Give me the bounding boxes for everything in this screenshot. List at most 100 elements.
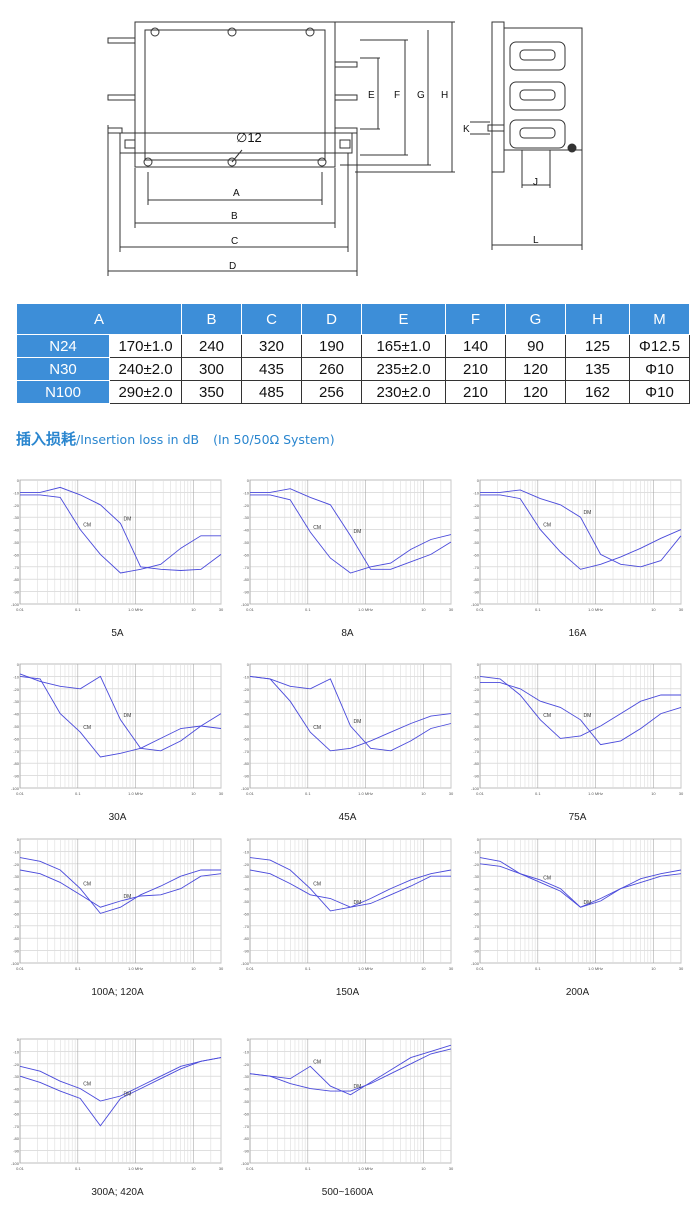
- x-tick-label: 30: [449, 1166, 454, 1171]
- y-tick-label: -10: [243, 490, 250, 495]
- table-cell: Φ10: [629, 380, 690, 404]
- section-system-note: (In 50/50Ω System): [213, 432, 335, 447]
- col-header-f: F: [445, 303, 506, 335]
- y-tick-label: -30: [243, 874, 250, 879]
- dimension-table: A B C D E F G H M N24 170±1.0 240 320 19…: [16, 303, 690, 404]
- y-tick-label: -60: [243, 736, 250, 741]
- y-tick-label: -70: [243, 1124, 250, 1129]
- series-label: DM: [124, 1092, 132, 1098]
- y-tick-label: -20: [13, 503, 20, 508]
- y-tick-label: -30: [13, 1074, 20, 1079]
- table-cell: 190: [301, 334, 362, 358]
- table-cell: 320: [241, 334, 302, 358]
- y-tick-label: -20: [473, 687, 480, 692]
- x-tick-label: 10: [651, 966, 656, 971]
- y-tick-label: -40: [243, 528, 250, 533]
- y-tick-label: -70: [243, 749, 250, 754]
- y-tick-label: 0: [247, 837, 250, 842]
- y-tick-label: -30: [13, 874, 20, 879]
- dim-label-e: E: [368, 90, 375, 101]
- table-cell: 300: [181, 357, 242, 381]
- table-row: N24 170±1.0 240 320 190 165±1.0 140 90 1…: [16, 334, 690, 358]
- x-tick-label: 0.01: [16, 791, 25, 796]
- series-label: DM: [584, 713, 592, 719]
- col-header-b: B: [181, 303, 242, 335]
- x-tick-label: 0.01: [16, 1166, 25, 1171]
- y-tick-label: 0: [477, 478, 480, 483]
- x-tick-label: 1.0 MHz: [128, 1166, 143, 1171]
- y-tick-label: -100: [241, 961, 250, 966]
- table-cell: 435: [241, 357, 302, 381]
- y-tick-label: -90: [473, 774, 480, 779]
- y-tick-label: -90: [473, 590, 480, 595]
- x-tick-label: 30: [679, 791, 684, 796]
- table-cell: 260: [301, 357, 362, 381]
- x-tick-label: 30: [219, 966, 224, 971]
- y-tick-label: 0: [247, 478, 250, 483]
- hole-label: ∅12: [236, 130, 262, 145]
- y-tick-label: -70: [243, 565, 250, 570]
- x-tick-label: 1.0 MHz: [128, 966, 143, 971]
- dim-label-k: K: [463, 124, 470, 135]
- x-tick-label: 30: [449, 966, 454, 971]
- y-tick-label: -90: [243, 590, 250, 595]
- y-tick-label: -30: [243, 699, 250, 704]
- table-cell: 485: [241, 380, 302, 404]
- y-tick-label: -30: [13, 699, 20, 704]
- y-tick-label: 0: [17, 1037, 20, 1042]
- series-label: DM: [354, 1084, 362, 1090]
- table-cell: 240±2.0: [109, 357, 182, 381]
- y-tick-label: -100: [11, 786, 20, 791]
- x-tick-label: 1.0 MHz: [358, 1166, 373, 1171]
- y-tick-label: -50: [243, 724, 250, 729]
- y-tick-label: -60: [13, 736, 20, 741]
- chart-caption: 75A: [568, 812, 587, 823]
- y-tick-label: -10: [13, 1049, 20, 1054]
- table-cell: 350: [181, 380, 242, 404]
- y-tick-label: -40: [243, 1087, 250, 1092]
- dim-label-a: A: [233, 188, 240, 199]
- y-tick-label: -80: [13, 1136, 20, 1141]
- y-tick-label: -30: [473, 515, 480, 520]
- y-tick-label: -20: [13, 862, 20, 867]
- table-row: N100 290±2.0 350 485 256 230±2.0 210 120…: [16, 380, 690, 404]
- table-header-row: A B C D E F G H M: [16, 303, 690, 335]
- chart-caption: 5A: [111, 628, 124, 639]
- table-cell: 90: [505, 334, 566, 358]
- series-line-cm: [479, 675, 681, 739]
- x-tick-label: 0.01: [246, 791, 255, 796]
- series-line-dm: [249, 675, 452, 752]
- y-tick-label: -100: [471, 961, 480, 966]
- series-line-dm: [19, 1057, 222, 1127]
- y-tick-label: 0: [17, 837, 20, 842]
- x-tick-label: 1.0 MHz: [128, 607, 143, 612]
- col-header-g: G: [505, 303, 566, 335]
- y-tick-label: -30: [473, 699, 480, 704]
- y-tick-label: -20: [243, 1062, 250, 1067]
- chart-caption: 150A: [335, 987, 360, 998]
- y-tick-label: -60: [13, 911, 20, 916]
- table-cell: 230±2.0: [361, 380, 446, 404]
- series-label: CM: [313, 725, 321, 731]
- series-line-dm: [250, 488, 452, 570]
- series-label: DM: [354, 529, 362, 535]
- y-tick-label: -40: [13, 887, 20, 892]
- table-cell: 125: [565, 334, 630, 358]
- x-tick-label: 10: [191, 1166, 196, 1171]
- y-tick-label: -80: [13, 577, 20, 582]
- y-tick-label: -50: [243, 540, 250, 545]
- series-label: CM: [313, 1059, 321, 1065]
- col-header-d: D: [301, 303, 362, 335]
- x-tick-label: 30: [449, 791, 454, 796]
- y-tick-label: -80: [473, 936, 480, 941]
- table-cell: 170±1.0: [109, 334, 182, 358]
- x-tick-label: 0.1: [305, 966, 311, 971]
- x-tick-label: 10: [421, 791, 426, 796]
- series-line-cm: [19, 857, 221, 914]
- y-tick-label: -80: [13, 761, 20, 766]
